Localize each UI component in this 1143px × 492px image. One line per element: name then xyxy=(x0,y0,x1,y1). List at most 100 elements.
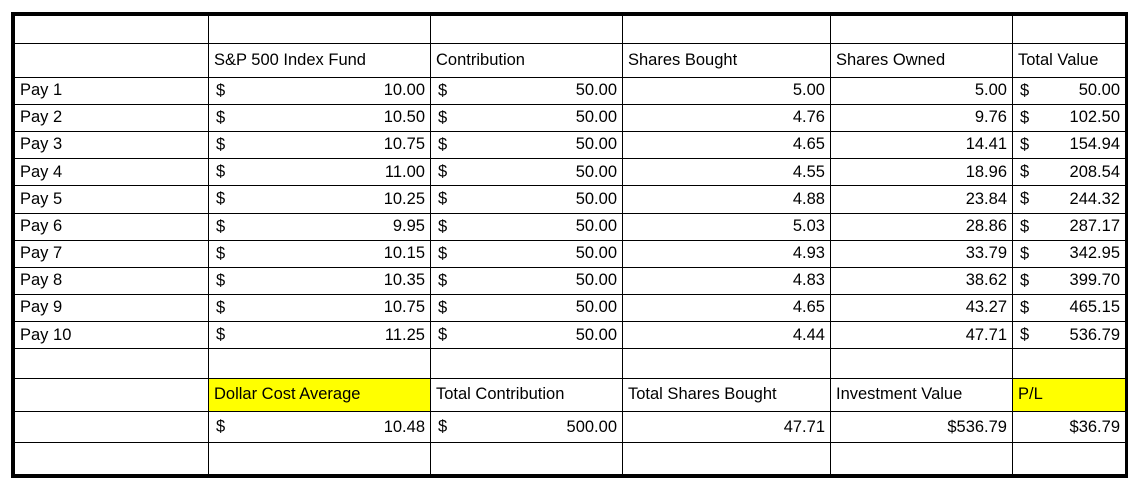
summary-value-total-shares-bought[interactable]: 47.71 xyxy=(622,411,831,444)
cell-contribution[interactable]: $50.00 xyxy=(430,321,623,350)
cell-contribution[interactable]: $50.00 xyxy=(430,158,623,187)
cell-empty[interactable] xyxy=(14,348,209,379)
cell-shares-bought[interactable]: 4.55 xyxy=(622,158,831,187)
cell-empty[interactable] xyxy=(14,377,209,413)
cell-pay-label[interactable]: Pay 9 xyxy=(14,294,209,323)
cell-total-value[interactable]: $536.79 xyxy=(1012,321,1126,350)
cell-shares-bought[interactable]: 4.65 xyxy=(622,294,831,323)
cell-total-value[interactable]: $399.70 xyxy=(1012,266,1126,296)
cell-empty[interactable] xyxy=(830,348,1013,379)
summary-value-total-contribution[interactable]: $500.00 xyxy=(430,411,623,444)
cell-total-value[interactable]: $154.94 xyxy=(1012,131,1126,160)
cell-shares-bought[interactable]: 4.83 xyxy=(622,266,831,296)
cell-shares-bought[interactable]: 4.44 xyxy=(622,321,831,350)
column-header-total-value[interactable]: Total Value xyxy=(1012,43,1126,78)
cell-pay-label[interactable]: Pay 6 xyxy=(14,212,209,241)
column-header-shares-bought[interactable]: Shares Bought xyxy=(622,43,831,78)
column-header-shares-owned[interactable]: Shares Owned xyxy=(830,43,1013,78)
cell-shares-owned[interactable]: 23.84 xyxy=(830,185,1013,214)
cell-empty[interactable] xyxy=(208,14,431,45)
cell-pay-label[interactable]: Pay 2 xyxy=(14,103,209,133)
cell-empty[interactable] xyxy=(830,442,1013,475)
cell-price[interactable]: $11.25 xyxy=(208,321,431,350)
cell-shares-owned[interactable]: 5.00 xyxy=(830,76,1013,105)
cell-empty[interactable] xyxy=(1012,348,1126,379)
cell-price[interactable]: $10.25 xyxy=(208,185,431,214)
cell-price[interactable]: $10.35 xyxy=(208,266,431,296)
cell-empty[interactable] xyxy=(14,442,209,475)
cell-shares-owned[interactable]: 38.62 xyxy=(830,266,1013,296)
cell-total-value[interactable]: $244.32 xyxy=(1012,185,1126,214)
cell-price[interactable]: $10.75 xyxy=(208,131,431,160)
cell-total-value[interactable]: $342.95 xyxy=(1012,239,1126,268)
cell-shares-owned[interactable]: 47.71 xyxy=(830,321,1013,350)
cell-price[interactable]: $11.00 xyxy=(208,158,431,187)
cell-empty[interactable] xyxy=(622,442,831,475)
cell-empty[interactable] xyxy=(14,411,209,444)
cell-shares-bought[interactable]: 4.65 xyxy=(622,131,831,160)
cell-shares-owned[interactable]: 28.86 xyxy=(830,212,1013,241)
column-header-contribution[interactable]: Contribution xyxy=(430,43,623,78)
cell-total-value[interactable]: $102.50 xyxy=(1012,103,1126,133)
summary-header-dollar-cost-average[interactable]: Dollar Cost Average xyxy=(208,377,431,413)
dollar-cost-average-table[interactable]: S&P 500 Index Fund Contribution Shares B… xyxy=(14,14,1126,475)
cell-empty[interactable] xyxy=(1012,14,1126,45)
cell-contribution[interactable]: $50.00 xyxy=(430,212,623,241)
cell-empty[interactable] xyxy=(430,442,623,475)
currency-symbol: $ xyxy=(216,108,226,127)
cell-shares-bought[interactable]: 4.93 xyxy=(622,239,831,268)
summary-header-total-contribution[interactable]: Total Contribution xyxy=(430,377,623,413)
cell-price[interactable]: $9.95 xyxy=(208,212,431,241)
summary-header-profit-loss[interactable]: P/L xyxy=(1012,377,1126,413)
cell-shares-owned[interactable]: 9.76 xyxy=(830,103,1013,133)
cell-pay-label[interactable]: Pay 4 xyxy=(14,158,209,187)
cell-pay-label[interactable]: Pay 7 xyxy=(14,239,209,268)
cell-contribution[interactable]: $50.00 xyxy=(430,103,623,133)
cell-shares-bought[interactable]: 4.88 xyxy=(622,185,831,214)
cell-shares-owned[interactable]: 33.79 xyxy=(830,239,1013,268)
cell-contribution[interactable]: $50.00 xyxy=(430,239,623,268)
cell-total-value[interactable]: $50.00 xyxy=(1012,76,1126,105)
column-header-price[interactable]: S&P 500 Index Fund xyxy=(208,43,431,78)
cell-shares-owned[interactable]: 43.27 xyxy=(830,294,1013,323)
cell-empty[interactable] xyxy=(430,14,623,45)
cell-price[interactable]: $10.75 xyxy=(208,294,431,323)
summary-header-investment-value[interactable]: Investment Value xyxy=(830,377,1013,413)
cell-empty[interactable] xyxy=(830,14,1013,45)
summary-value-profit-loss[interactable]: $36.79 xyxy=(1012,411,1126,444)
summary-value-dollar-cost-average[interactable]: $10.48 xyxy=(208,411,431,444)
cell-pay-label[interactable]: Pay 5 xyxy=(14,185,209,214)
cell-price[interactable]: $10.15 xyxy=(208,239,431,268)
cell-contribution[interactable]: $50.00 xyxy=(430,294,623,323)
cell-pay-label[interactable]: Pay 1 xyxy=(14,76,209,105)
summary-value-investment-value[interactable]: $536.79 xyxy=(830,411,1013,444)
spreadsheet-grid[interactable]: S&P 500 Index Fund Contribution Shares B… xyxy=(11,12,1128,478)
cell-contribution[interactable]: $50.00 xyxy=(430,76,623,105)
cell-shares-bought[interactable]: 5.00 xyxy=(622,76,831,105)
cell-contribution[interactable]: $50.00 xyxy=(430,266,623,296)
cell-shares-owned[interactable]: 14.41 xyxy=(830,131,1013,160)
cell-price[interactable]: $10.50 xyxy=(208,103,431,133)
cell-total-value[interactable]: $287.17 xyxy=(1012,212,1126,241)
cell-pay-label[interactable]: Pay 3 xyxy=(14,131,209,160)
cell-price-value: 10.00 xyxy=(383,81,425,100)
cell-empty[interactable] xyxy=(208,348,431,379)
cell-pay-label[interactable]: Pay 8 xyxy=(14,266,209,296)
cell-shares-bought[interactable]: 4.76 xyxy=(622,103,831,133)
cell-total-value[interactable]: $208.54 xyxy=(1012,158,1126,187)
summary-header-total-shares-bought[interactable]: Total Shares Bought xyxy=(622,377,831,413)
cell-total-value[interactable]: $465.15 xyxy=(1012,294,1126,323)
cell-pay-label[interactable]: Pay 10 xyxy=(14,321,209,350)
cell-contribution[interactable]: $50.00 xyxy=(430,185,623,214)
column-header-row-label[interactable] xyxy=(14,43,209,78)
cell-empty[interactable] xyxy=(14,14,209,45)
cell-price[interactable]: $10.00 xyxy=(208,76,431,105)
cell-empty[interactable] xyxy=(622,14,831,45)
cell-empty[interactable] xyxy=(622,348,831,379)
cell-empty[interactable] xyxy=(208,442,431,475)
cell-shares-bought[interactable]: 5.03 xyxy=(622,212,831,241)
cell-contribution[interactable]: $50.00 xyxy=(430,131,623,160)
cell-empty[interactable] xyxy=(1012,442,1126,475)
cell-shares-owned[interactable]: 18.96 xyxy=(830,158,1013,187)
cell-empty[interactable] xyxy=(430,348,623,379)
